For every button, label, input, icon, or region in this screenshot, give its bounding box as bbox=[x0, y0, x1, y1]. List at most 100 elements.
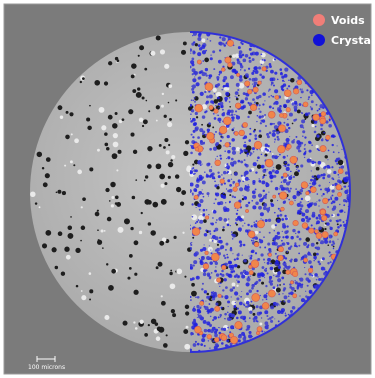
crystal-speck bbox=[236, 317, 239, 320]
crystal-speck bbox=[245, 229, 248, 232]
crystal-speck bbox=[192, 35, 193, 36]
crystal-speck bbox=[203, 320, 207, 324]
crystal-speck bbox=[258, 279, 261, 282]
crystal-speck bbox=[277, 214, 280, 217]
crystal-speck bbox=[265, 183, 269, 187]
void bbox=[89, 299, 91, 301]
void bbox=[311, 124, 314, 127]
crystal-speck bbox=[232, 119, 235, 122]
crystal-speck bbox=[227, 327, 229, 329]
crystal-speck bbox=[277, 274, 280, 277]
crystal-speck bbox=[243, 137, 245, 139]
crystal-speck bbox=[197, 277, 198, 278]
crystal-speck bbox=[245, 185, 247, 187]
crystal-speck bbox=[237, 89, 239, 91]
crystal-speck bbox=[226, 188, 227, 189]
crystal-speck bbox=[191, 63, 194, 66]
crystal-speck bbox=[328, 124, 332, 128]
void bbox=[261, 282, 264, 285]
crystal-speck bbox=[205, 301, 206, 302]
crystal-speck bbox=[296, 166, 298, 168]
crystal-speck bbox=[268, 191, 269, 192]
crystal-speck bbox=[270, 70, 274, 74]
void bbox=[142, 125, 144, 127]
void bbox=[294, 171, 299, 176]
crystal-speck bbox=[232, 147, 236, 151]
crystal-speck bbox=[227, 300, 230, 303]
crystal-speck bbox=[225, 167, 226, 168]
void bbox=[327, 169, 332, 174]
void bbox=[201, 124, 203, 126]
crystal-speck bbox=[258, 66, 261, 69]
crystal-speck bbox=[245, 204, 248, 207]
crystal-speck bbox=[206, 95, 209, 98]
void-highlight bbox=[268, 253, 271, 256]
crystal-speck bbox=[277, 138, 280, 141]
crystal-speck bbox=[265, 268, 267, 270]
crystal-speck bbox=[307, 252, 311, 256]
crystal-speck bbox=[269, 132, 272, 135]
crystal-speck bbox=[209, 94, 213, 98]
void-highlight bbox=[279, 114, 283, 118]
crystal-speck bbox=[194, 76, 195, 77]
crystal-speck bbox=[262, 177, 264, 179]
crystal-speck bbox=[190, 52, 191, 53]
crystal-speck bbox=[298, 245, 300, 247]
crystal-speck bbox=[238, 179, 241, 182]
crystal-speck bbox=[234, 275, 237, 278]
void bbox=[61, 272, 65, 276]
crystal-speck bbox=[212, 217, 214, 219]
void bbox=[97, 229, 99, 231]
void-highlight bbox=[215, 306, 220, 311]
crystal-speck bbox=[283, 122, 285, 124]
void bbox=[276, 164, 282, 170]
crystal-speck bbox=[290, 245, 292, 247]
void bbox=[55, 266, 58, 269]
void-highlight bbox=[207, 132, 215, 140]
crystal-speck bbox=[198, 219, 200, 221]
crystal-speck bbox=[274, 129, 277, 132]
crystal-speck bbox=[281, 218, 284, 221]
void bbox=[192, 164, 194, 166]
crystal-speck bbox=[232, 181, 235, 184]
crystal-speck bbox=[245, 54, 249, 58]
void-highlight bbox=[301, 182, 308, 189]
void-highlight bbox=[322, 198, 328, 204]
crystal-speck bbox=[299, 278, 301, 280]
crystal-speck bbox=[324, 240, 328, 244]
void bbox=[166, 150, 170, 154]
crystal-speck bbox=[194, 306, 195, 307]
void bbox=[135, 327, 138, 330]
void bbox=[162, 93, 164, 95]
crystal-speck bbox=[281, 181, 282, 182]
crystal-speck bbox=[219, 314, 222, 317]
crystal-speck bbox=[329, 166, 331, 168]
crystal-speck bbox=[250, 151, 251, 152]
void bbox=[97, 210, 99, 212]
void bbox=[184, 344, 190, 350]
crystal-speck bbox=[196, 82, 200, 86]
crystal-speck bbox=[249, 311, 252, 314]
crystal-speck bbox=[258, 108, 259, 109]
legend-label: Crystal bbox=[331, 34, 375, 47]
crystal-speck bbox=[302, 213, 306, 217]
crystal-speck bbox=[288, 295, 290, 297]
crystal-speck bbox=[267, 258, 271, 262]
crystal-speck bbox=[193, 320, 196, 323]
crystal-speck bbox=[224, 295, 228, 299]
void-highlight bbox=[195, 104, 203, 112]
crystal-speck bbox=[317, 193, 319, 195]
crystal-speck bbox=[298, 142, 300, 144]
crystal-speck bbox=[191, 88, 194, 91]
crystal-speck bbox=[284, 264, 287, 267]
crystal-speck bbox=[221, 270, 224, 273]
crystal-speck bbox=[304, 273, 306, 275]
void bbox=[147, 200, 152, 205]
crystal-speck bbox=[218, 115, 219, 116]
crystal-speck bbox=[221, 174, 223, 176]
void bbox=[159, 144, 162, 147]
void bbox=[129, 254, 133, 258]
crystal-speck bbox=[317, 261, 319, 263]
crystal-speck bbox=[264, 114, 266, 116]
void bbox=[52, 247, 57, 252]
